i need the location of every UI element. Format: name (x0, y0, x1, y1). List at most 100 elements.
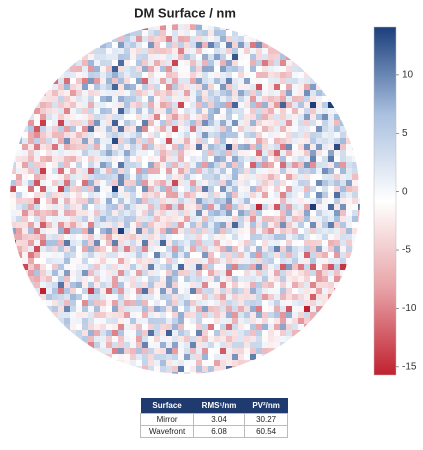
surface-cell (202, 264, 208, 270)
surface-cell (148, 318, 154, 324)
surface-cell (94, 318, 100, 324)
surface-cell (52, 36, 58, 42)
surface-cell (142, 162, 148, 168)
surface-cell (94, 312, 100, 318)
surface-cell (28, 282, 34, 288)
surface-cell (190, 324, 196, 330)
surface-cell (172, 348, 178, 354)
surface-cell (88, 342, 94, 348)
surface-cell (232, 102, 238, 108)
surface-cell (100, 324, 106, 330)
surface-cell (130, 126, 136, 132)
surface-cell (244, 252, 250, 258)
surface-cell (352, 138, 358, 144)
surface-cell (58, 288, 64, 294)
surface-cell (202, 36, 208, 42)
surface-cell (70, 192, 76, 198)
surface-cell (238, 324, 244, 330)
surface-cell (22, 228, 28, 234)
surface-cell (130, 96, 136, 102)
surface-cell (130, 372, 136, 374)
surface-cell (58, 168, 64, 174)
surface-cell (310, 300, 316, 306)
surface-cell (52, 276, 58, 282)
surface-cell (214, 246, 220, 252)
surface-cell (100, 372, 106, 374)
surface-cell (118, 324, 124, 330)
surface-cell (88, 312, 94, 318)
surface-cell (172, 210, 178, 216)
surface-cell (112, 150, 118, 156)
surface-cell (250, 72, 256, 78)
surface-cell (148, 228, 154, 234)
surface-cell (190, 252, 196, 258)
surface-cell (196, 372, 202, 374)
surface-cell (208, 168, 214, 174)
surface-cell (106, 306, 112, 312)
surface-cell (328, 150, 334, 156)
surface-cell (208, 204, 214, 210)
surface-cell (232, 204, 238, 210)
surface-cell (202, 240, 208, 246)
surface-cell (64, 234, 70, 240)
surface-cell (46, 90, 52, 96)
surface-cell (298, 180, 304, 186)
surface-cell (148, 246, 154, 252)
surface-cell (112, 210, 118, 216)
surface-cell (226, 108, 232, 114)
surface-cell (40, 144, 46, 150)
surface-cell (334, 96, 340, 102)
surface-cell (184, 66, 190, 72)
surface-cell (46, 294, 52, 300)
surface-cell (28, 354, 34, 360)
surface-cell (298, 258, 304, 264)
surface-cell (94, 360, 100, 366)
surface-cell (190, 372, 196, 374)
surface-cell (10, 30, 16, 36)
surface-cell (280, 366, 286, 372)
surface-cell (160, 66, 166, 72)
surface-cell (262, 246, 268, 252)
surface-cell (298, 216, 304, 222)
surface-cell (10, 60, 16, 66)
surface-cell (34, 342, 40, 348)
surface-cell (226, 324, 232, 330)
surface-cell (178, 216, 184, 222)
surface-cell (202, 30, 208, 36)
surface-cell (346, 150, 352, 156)
surface-cell (316, 336, 322, 342)
surface-cell (100, 180, 106, 186)
surface-cell (76, 366, 82, 372)
surface-cell (292, 228, 298, 234)
surface-cell (250, 174, 256, 180)
surface-cell (82, 348, 88, 354)
surface-cell (106, 282, 112, 288)
surface-cell (238, 336, 244, 342)
surface-cell (190, 90, 196, 96)
surface-cell (220, 294, 226, 300)
surface-cell (232, 126, 238, 132)
surface-cell (70, 102, 76, 108)
surface-cell (58, 186, 64, 192)
surface-cell (262, 168, 268, 174)
surface-cell (70, 300, 76, 306)
surface-cell (40, 138, 46, 144)
surface-cell (214, 216, 220, 222)
surface-cell (208, 264, 214, 270)
surface-cell (280, 114, 286, 120)
surface-cell (322, 348, 328, 354)
surface-cell (46, 168, 52, 174)
surface-cell (40, 222, 46, 228)
surface-cell (112, 240, 118, 246)
surface-cell (274, 252, 280, 258)
surface-cell (94, 216, 100, 222)
surface-cell (238, 372, 244, 374)
surface-cell (94, 84, 100, 90)
surface-cell (70, 366, 76, 372)
surface-cell (184, 192, 190, 198)
surface-cell (238, 30, 244, 36)
surface-cell (10, 288, 16, 294)
surface-cell (310, 120, 316, 126)
surface-cell (352, 48, 358, 54)
surface-cell (304, 36, 310, 42)
